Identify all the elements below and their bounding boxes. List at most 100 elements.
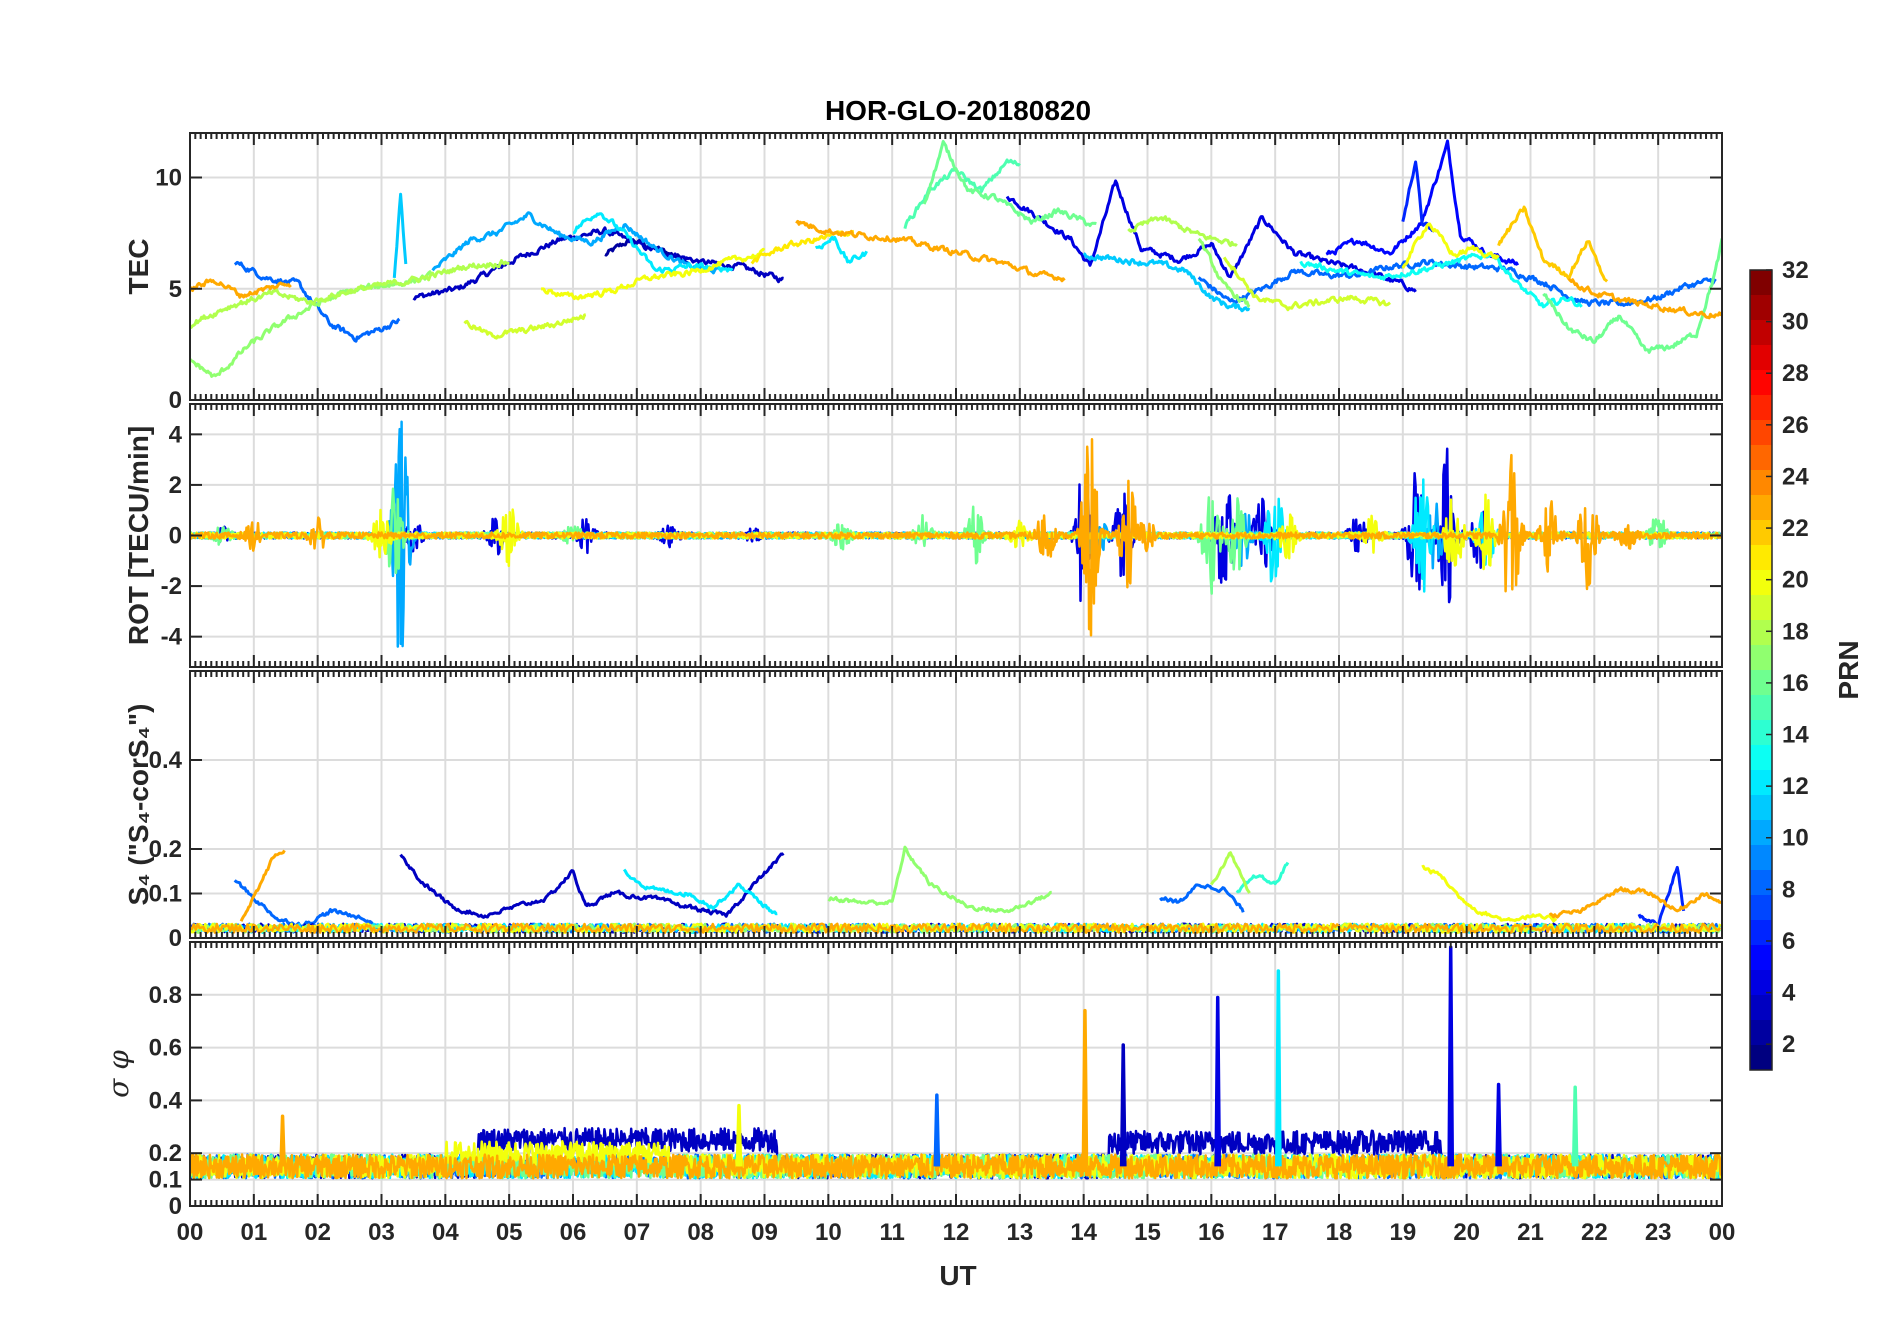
colorbar-tick-label: 28 xyxy=(1782,360,1809,387)
series-prn-3 xyxy=(412,226,784,301)
y-tick-label-tec: 10 xyxy=(155,165,182,192)
x-tick-label: 22 xyxy=(1581,1219,1608,1246)
y-tick-label-rot: 2 xyxy=(169,472,182,499)
series-prn-12 xyxy=(814,235,868,264)
data-tec xyxy=(190,139,1722,378)
series-prn-12 xyxy=(572,212,734,274)
spike-prn-4 xyxy=(1447,945,1455,1167)
x-tick-label: 02 xyxy=(304,1219,331,1246)
data-rot xyxy=(190,420,1722,648)
colorbar-label: PRN xyxy=(1833,640,1864,699)
colorbar-tick-label: 14 xyxy=(1782,722,1809,749)
x-tick-label: 23 xyxy=(1645,1219,1672,1246)
y-tick-label-sigma_phi: 0.1 xyxy=(149,1167,182,1194)
colorbar-tick-label: 4 xyxy=(1782,980,1796,1007)
y-axis-title-tec: TEC xyxy=(123,239,154,295)
y-tick-label-rot: 4 xyxy=(169,421,183,448)
series-prn-6 xyxy=(1637,865,1686,928)
colorbar-gradient xyxy=(1749,269,1773,1071)
x-tick-label: 16 xyxy=(1198,1219,1225,1246)
series-prn-23 xyxy=(190,278,292,299)
colorbar-tick-label: 8 xyxy=(1782,876,1795,903)
series-prn-12 xyxy=(622,868,778,916)
panel-s4: 0 0.1 0.2 0.4S₄ ("S₄-corS₄") xyxy=(123,670,1723,952)
colorbar-tick-label: 30 xyxy=(1782,309,1809,336)
series-prn-20 xyxy=(540,247,766,301)
series-prn-23 xyxy=(190,1153,1722,1180)
x-tick-label: 12 xyxy=(943,1219,970,1246)
colorbar-tick-label: 2 xyxy=(1782,1031,1795,1058)
spike-prn-4 xyxy=(1495,1082,1502,1167)
spike-prn-8 xyxy=(933,1093,941,1167)
series-prn-11 xyxy=(392,192,408,279)
x-tick-label: 19 xyxy=(1389,1219,1416,1246)
ticks-tec xyxy=(189,133,1723,401)
x-tick-label: 09 xyxy=(751,1219,778,1246)
colorbar-tick-label: 24 xyxy=(1782,463,1809,490)
spike-prn-23 xyxy=(279,1114,286,1167)
y-tick-label-s4: 0 xyxy=(169,925,182,952)
series-prn-6 xyxy=(1401,160,1436,233)
y-axis-title-rot: ROT [TECU/min] xyxy=(123,426,154,645)
x-tick-label: 07 xyxy=(623,1219,650,1246)
colorbar-tick-label: 20 xyxy=(1782,567,1809,594)
grid-s4 xyxy=(190,671,1722,938)
panel-sigma_phi: 00.10.2 0.4 0.6 0.8 σ φ xyxy=(102,941,1723,1220)
y-tick-label-s4: 0.4 xyxy=(149,747,183,774)
y-tick-label-s4: 0.2 xyxy=(149,836,182,863)
x-tick-label: 04 xyxy=(432,1219,459,1246)
series-prn-16 xyxy=(922,140,1097,228)
x-tick-label: 10 xyxy=(815,1219,842,1246)
series-prn-23 xyxy=(1567,277,1722,320)
y-tick-label-tec: 0 xyxy=(169,387,182,414)
spike-prn-4 xyxy=(1214,995,1222,1167)
spike-prn-15 xyxy=(1571,1085,1579,1167)
y-tick-label-sigma_phi: 0.2 xyxy=(149,1140,182,1167)
x-tick-label: 21 xyxy=(1517,1219,1544,1246)
series-prn-19 xyxy=(1222,256,1392,312)
x-tick-label: 13 xyxy=(1006,1219,1033,1246)
series-prn-23 xyxy=(190,438,1722,637)
series-prn-17 xyxy=(190,270,433,378)
x-tick-label: 01 xyxy=(240,1219,267,1246)
x-tick-label: 05 xyxy=(496,1219,523,1246)
series-prn-20 xyxy=(1401,222,1500,269)
series-prn-3 xyxy=(399,852,785,919)
series-prn-19 xyxy=(463,313,587,340)
series-prn-18 xyxy=(190,259,510,329)
colorbar-tick-label: 16 xyxy=(1782,670,1809,697)
ticks-sigma_phi xyxy=(189,942,1723,1207)
series-prn-22 xyxy=(1497,205,1609,283)
y-tick-label-s4: 0.1 xyxy=(149,881,182,908)
series-prn-13 xyxy=(1299,252,1583,309)
colorbar-tick-label: 32 xyxy=(1782,257,1809,284)
series-prn-23 xyxy=(795,219,1066,283)
series-prn-23 xyxy=(239,849,286,922)
y-tick-label-sigma_phi: 0.8 xyxy=(149,982,182,1009)
colorbar-tick-label: 18 xyxy=(1782,618,1809,645)
y-tick-label-tec: 5 xyxy=(169,276,182,303)
y-tick-label-rot: -2 xyxy=(161,573,182,600)
x-tick-label: 15 xyxy=(1134,1219,1161,1246)
series-prn-8 xyxy=(1159,883,1245,913)
panel-rot: -4 -2 0 2 4 ROT [TECU/min] xyxy=(123,403,1723,668)
series-prn-10 xyxy=(431,211,722,275)
ticks-rot xyxy=(189,404,1723,667)
series-prn-18 xyxy=(1127,215,1238,248)
x-tick-label: 06 xyxy=(560,1219,587,1246)
colorbar-tick-label: 26 xyxy=(1782,412,1809,439)
series-prn-18 xyxy=(1210,851,1251,894)
colorbar-tick-label: 22 xyxy=(1782,515,1809,542)
x-tick-labels: 00 01 02 03 04 05 06 07 08 09 10 11 12 13 14 15 16 17 18 19… xyxy=(177,1219,1736,1246)
y-axis-title-s4: S₄ ("S₄-corS₄") xyxy=(123,704,154,906)
panel-tec: 0 5 10 TEC xyxy=(123,132,1723,414)
y-tick-label-rot: 0 xyxy=(169,523,182,550)
spike-prn-12 xyxy=(1275,969,1282,1167)
series-prn-17 xyxy=(1197,237,1251,308)
series-prn-11 xyxy=(1082,252,1251,313)
y-tick-label-rot: -4 xyxy=(161,624,183,651)
figure-title: HOR-GLO-20180820 xyxy=(825,95,1091,126)
spike-prn-20 xyxy=(735,1103,743,1167)
